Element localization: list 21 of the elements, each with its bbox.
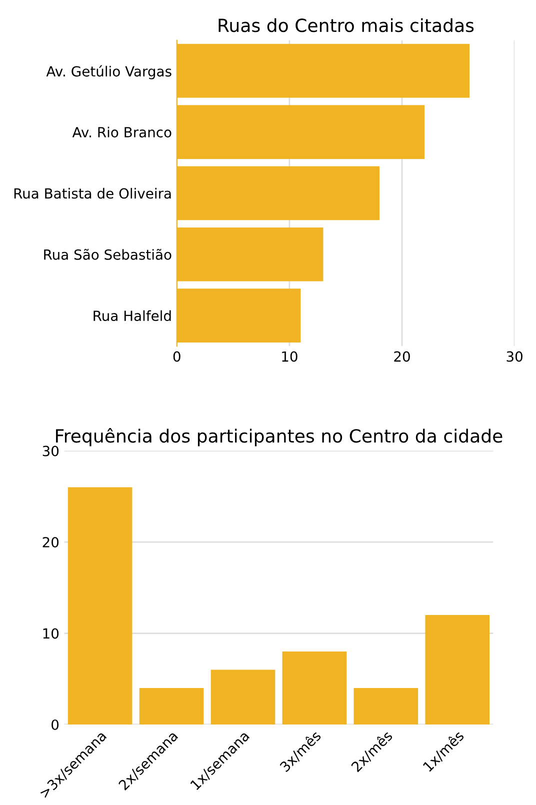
y-tick-label: Rua São Sebastião <box>44 248 172 260</box>
y-tick-label: 20 <box>42 537 59 548</box>
y-tick-label: Rua Batista de Oliveira <box>14 188 171 199</box>
y-tick-label: Rua Halfeld <box>94 310 171 322</box>
chart-title: Frequência dos participantes no Centro da cidade <box>56 428 502 446</box>
x-tick-label: 30 <box>506 351 522 362</box>
chart-title: Ruas do Centro mais citadas <box>218 18 474 32</box>
y-tick-label: 10 <box>43 628 59 639</box>
y-tick-label: Av. Rio Branco <box>72 126 172 138</box>
x-tick-label: 20 <box>394 351 410 362</box>
bar <box>425 615 490 724</box>
bar <box>210 670 276 724</box>
y-tick-label: 0 <box>52 719 59 730</box>
bar <box>68 487 132 724</box>
bar <box>139 688 204 724</box>
x-tick-label: 0 <box>173 351 180 362</box>
bar <box>282 652 347 724</box>
y-tick-label: Av. Getúlio Vargas <box>46 65 172 80</box>
y-tick-label: 30 <box>42 446 59 456</box>
bar <box>354 688 418 724</box>
x-tick-label: 10 <box>282 351 298 362</box>
